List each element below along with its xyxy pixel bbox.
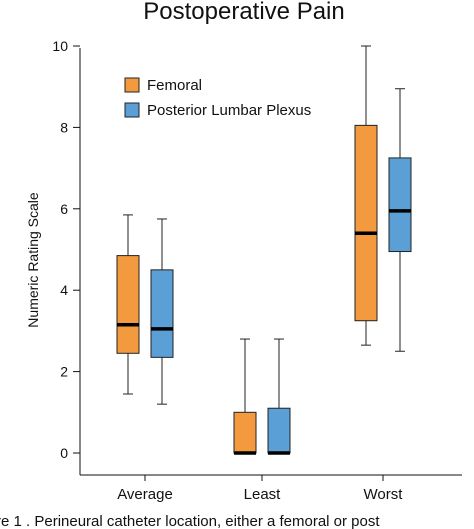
y-tick-label: 4 — [60, 282, 68, 298]
box-iqr — [388, 157, 412, 253]
box-iqr — [233, 411, 257, 454]
box-femoral-least — [233, 338, 257, 455]
chart-title: Postoperative Pain — [143, 0, 344, 25]
legend-swatch — [124, 77, 140, 93]
y-tick-label: 10 — [52, 38, 68, 54]
box-iqr — [150, 269, 174, 358]
y-axis-label: Numeric Rating Scale — [25, 192, 41, 328]
box-iqr — [267, 407, 291, 454]
box-iqr — [354, 124, 378, 322]
box-posterior-lumbar-plexus-average — [150, 218, 174, 405]
box-femoral-average — [116, 214, 140, 395]
legend-swatch — [124, 102, 140, 118]
y-tick-label: 2 — [60, 364, 68, 380]
x-tick-label: Average — [117, 486, 173, 503]
legend-label: Posterior Lumbar Plexus — [147, 102, 311, 119]
box-posterior-lumbar-plexus-worst — [388, 88, 412, 352]
y-ticks: 0 2 4 6 8 10 — [52, 38, 80, 461]
axes — [79, 48, 462, 476]
legend: Femoral Posterior Lumbar Plexus — [124, 77, 311, 119]
y-tick-label: 6 — [60, 201, 68, 217]
figure-caption: re 1 . Perineural catheter location, eit… — [0, 513, 380, 529]
box-group — [116, 45, 412, 455]
legend-label: Femoral — [147, 77, 202, 94]
y-tick-label: 0 — [60, 445, 68, 461]
box-iqr — [116, 255, 140, 354]
y-tick-label: 8 — [60, 119, 68, 135]
x-tick-label: Worst — [364, 486, 404, 503]
box-posterior-lumbar-plexus-least — [267, 338, 291, 455]
x-ticks: Average Least Worst — [117, 475, 403, 503]
box-femoral-worst — [354, 45, 378, 346]
x-tick-label: Least — [244, 486, 282, 503]
